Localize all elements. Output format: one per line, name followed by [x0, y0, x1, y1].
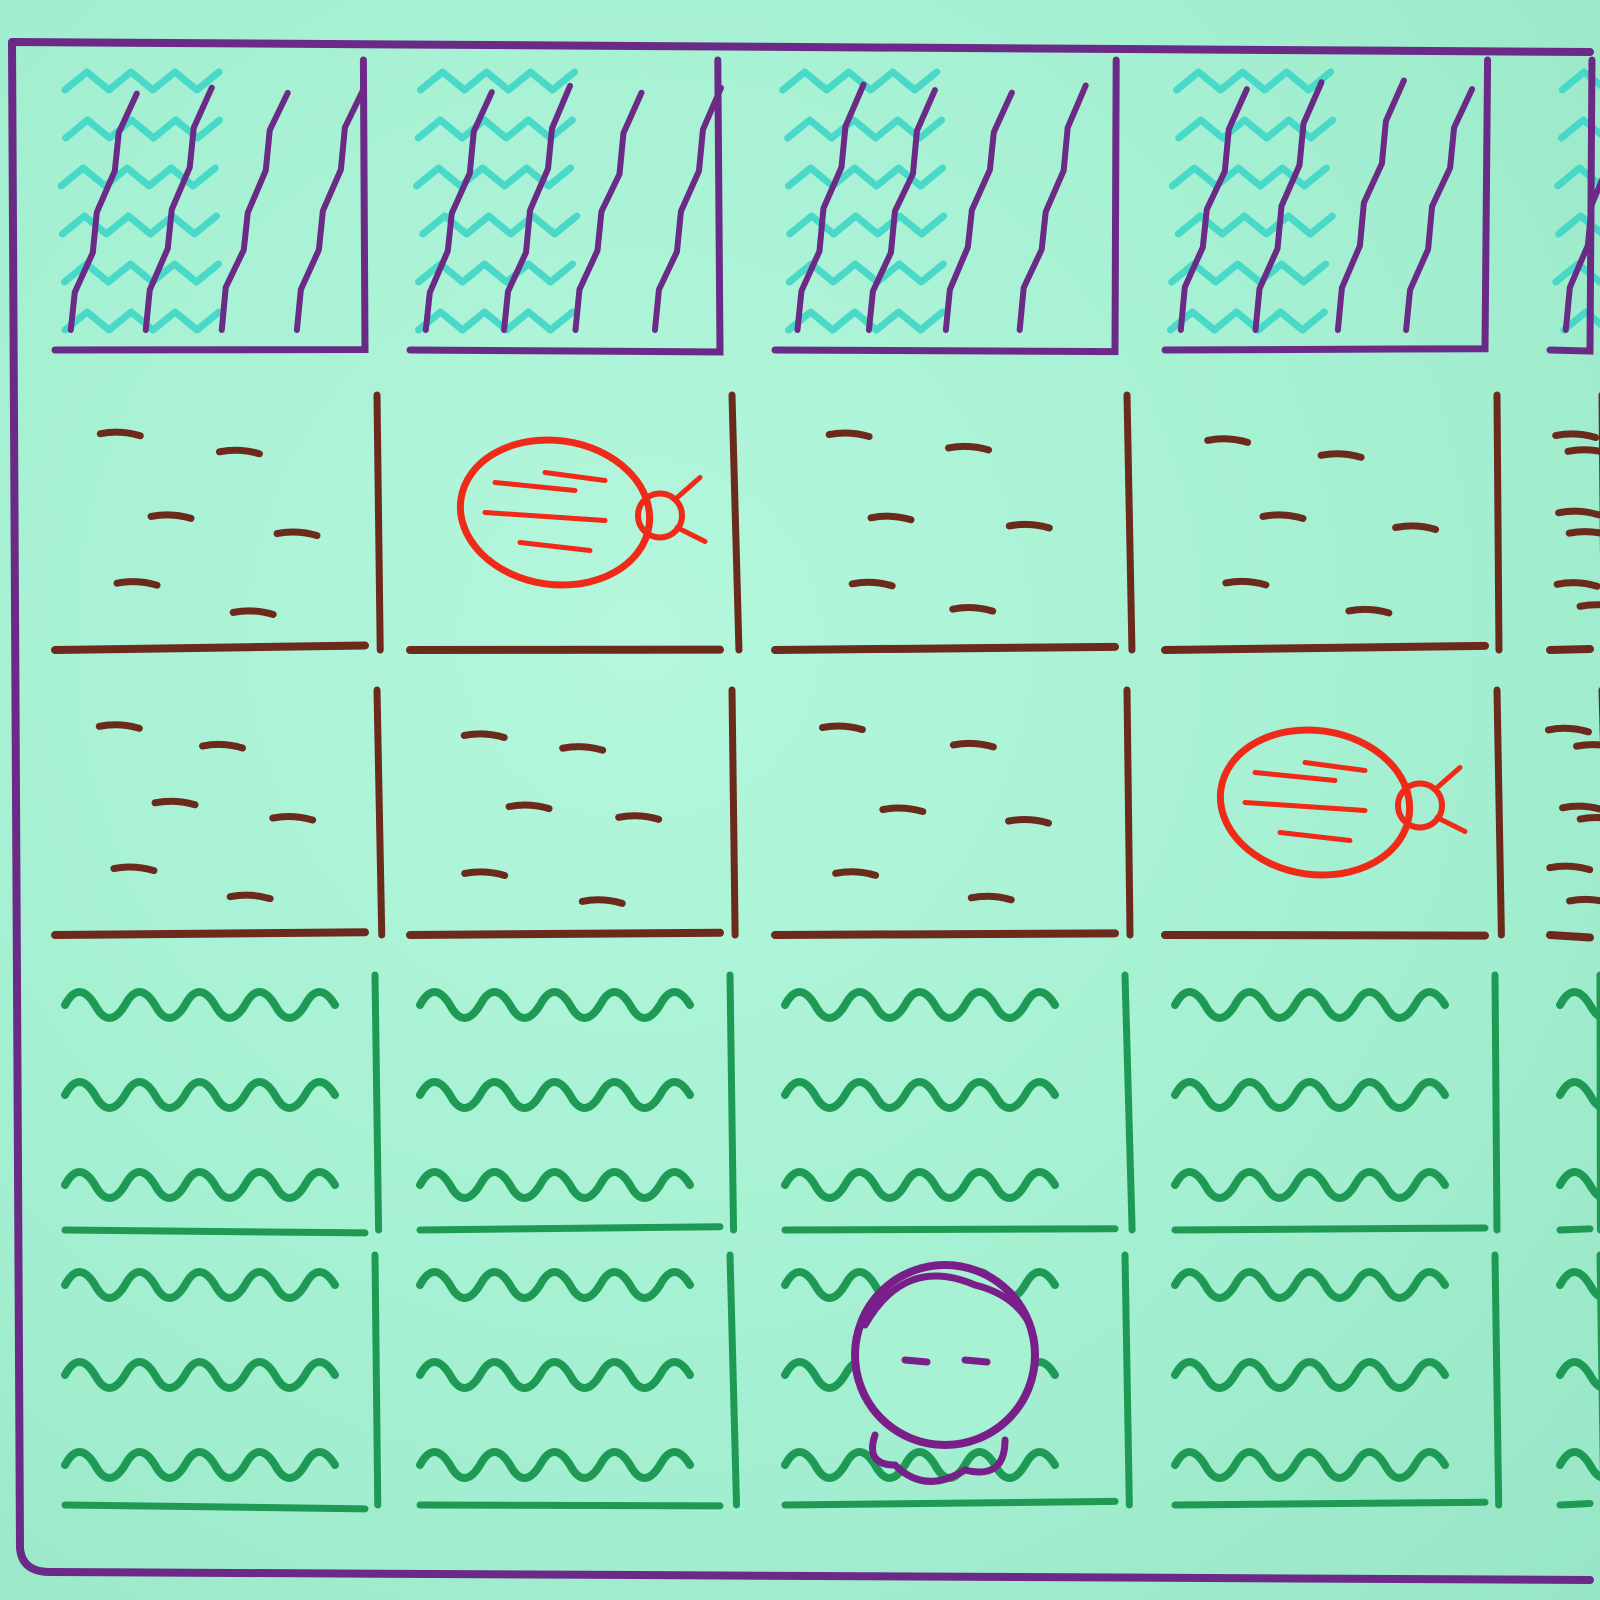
ladybug-enemy-1[interactable] — [451, 428, 708, 597]
tile-grass-r4-c5[interactable] — [1556, 971, 1600, 1234]
tile-dirt-r2-c3[interactable] — [771, 391, 1136, 654]
ladybug-icon — [1216, 726, 1414, 879]
tile-grass-r5-c4[interactable] — [1171, 1251, 1503, 1509]
tile-grass-r4-c1[interactable] — [61, 971, 383, 1237]
tile-water-r1-c1[interactable] — [51, 56, 369, 354]
player-character[interactable] — [851, 1261, 1039, 1485]
tile-dirt-r2-c4[interactable] — [1161, 391, 1503, 654]
tile-dirt-r2-c2[interactable] — [406, 391, 743, 654]
tile-grass-r4-c2[interactable] — [416, 971, 738, 1234]
tile-water-r1-c4[interactable] — [1161, 56, 1492, 354]
ladybug-enemy-2[interactable] — [1211, 718, 1468, 887]
tile-grass-r4-c4[interactable] — [1171, 971, 1501, 1234]
tile-grass-r5-c2[interactable] — [416, 1251, 741, 1510]
tile-water-r1-c5[interactable] — [1546, 56, 1600, 355]
tile-dirt-r3-c4[interactable] — [1161, 686, 1505, 940]
tile-grass-r5-c5[interactable] — [1556, 1251, 1600, 1509]
tile-grass-r5-c1[interactable] — [61, 1251, 382, 1513]
tile-dirt-r3-c1[interactable] — [51, 686, 386, 939]
board-frame — [8, 38, 1594, 1584]
tile-dirt-r3-c5[interactable] — [1544, 687, 1600, 942]
tile-dirt-r3-c3[interactable] — [771, 686, 1134, 939]
tile-dirt-r2-c5[interactable] — [1546, 392, 1600, 654]
tile-water-r1-c2[interactable] — [406, 56, 724, 356]
tile-dirt-r3-c2[interactable] — [406, 686, 739, 939]
tile-water-r1-c3[interactable] — [771, 56, 1120, 356]
tile-dirt-r2-c1[interactable] — [51, 391, 384, 654]
ladybug-icon — [456, 436, 654, 589]
player-head-icon — [851, 1261, 1039, 1449]
tile-grass-r4-c3[interactable] — [781, 971, 1136, 1234]
